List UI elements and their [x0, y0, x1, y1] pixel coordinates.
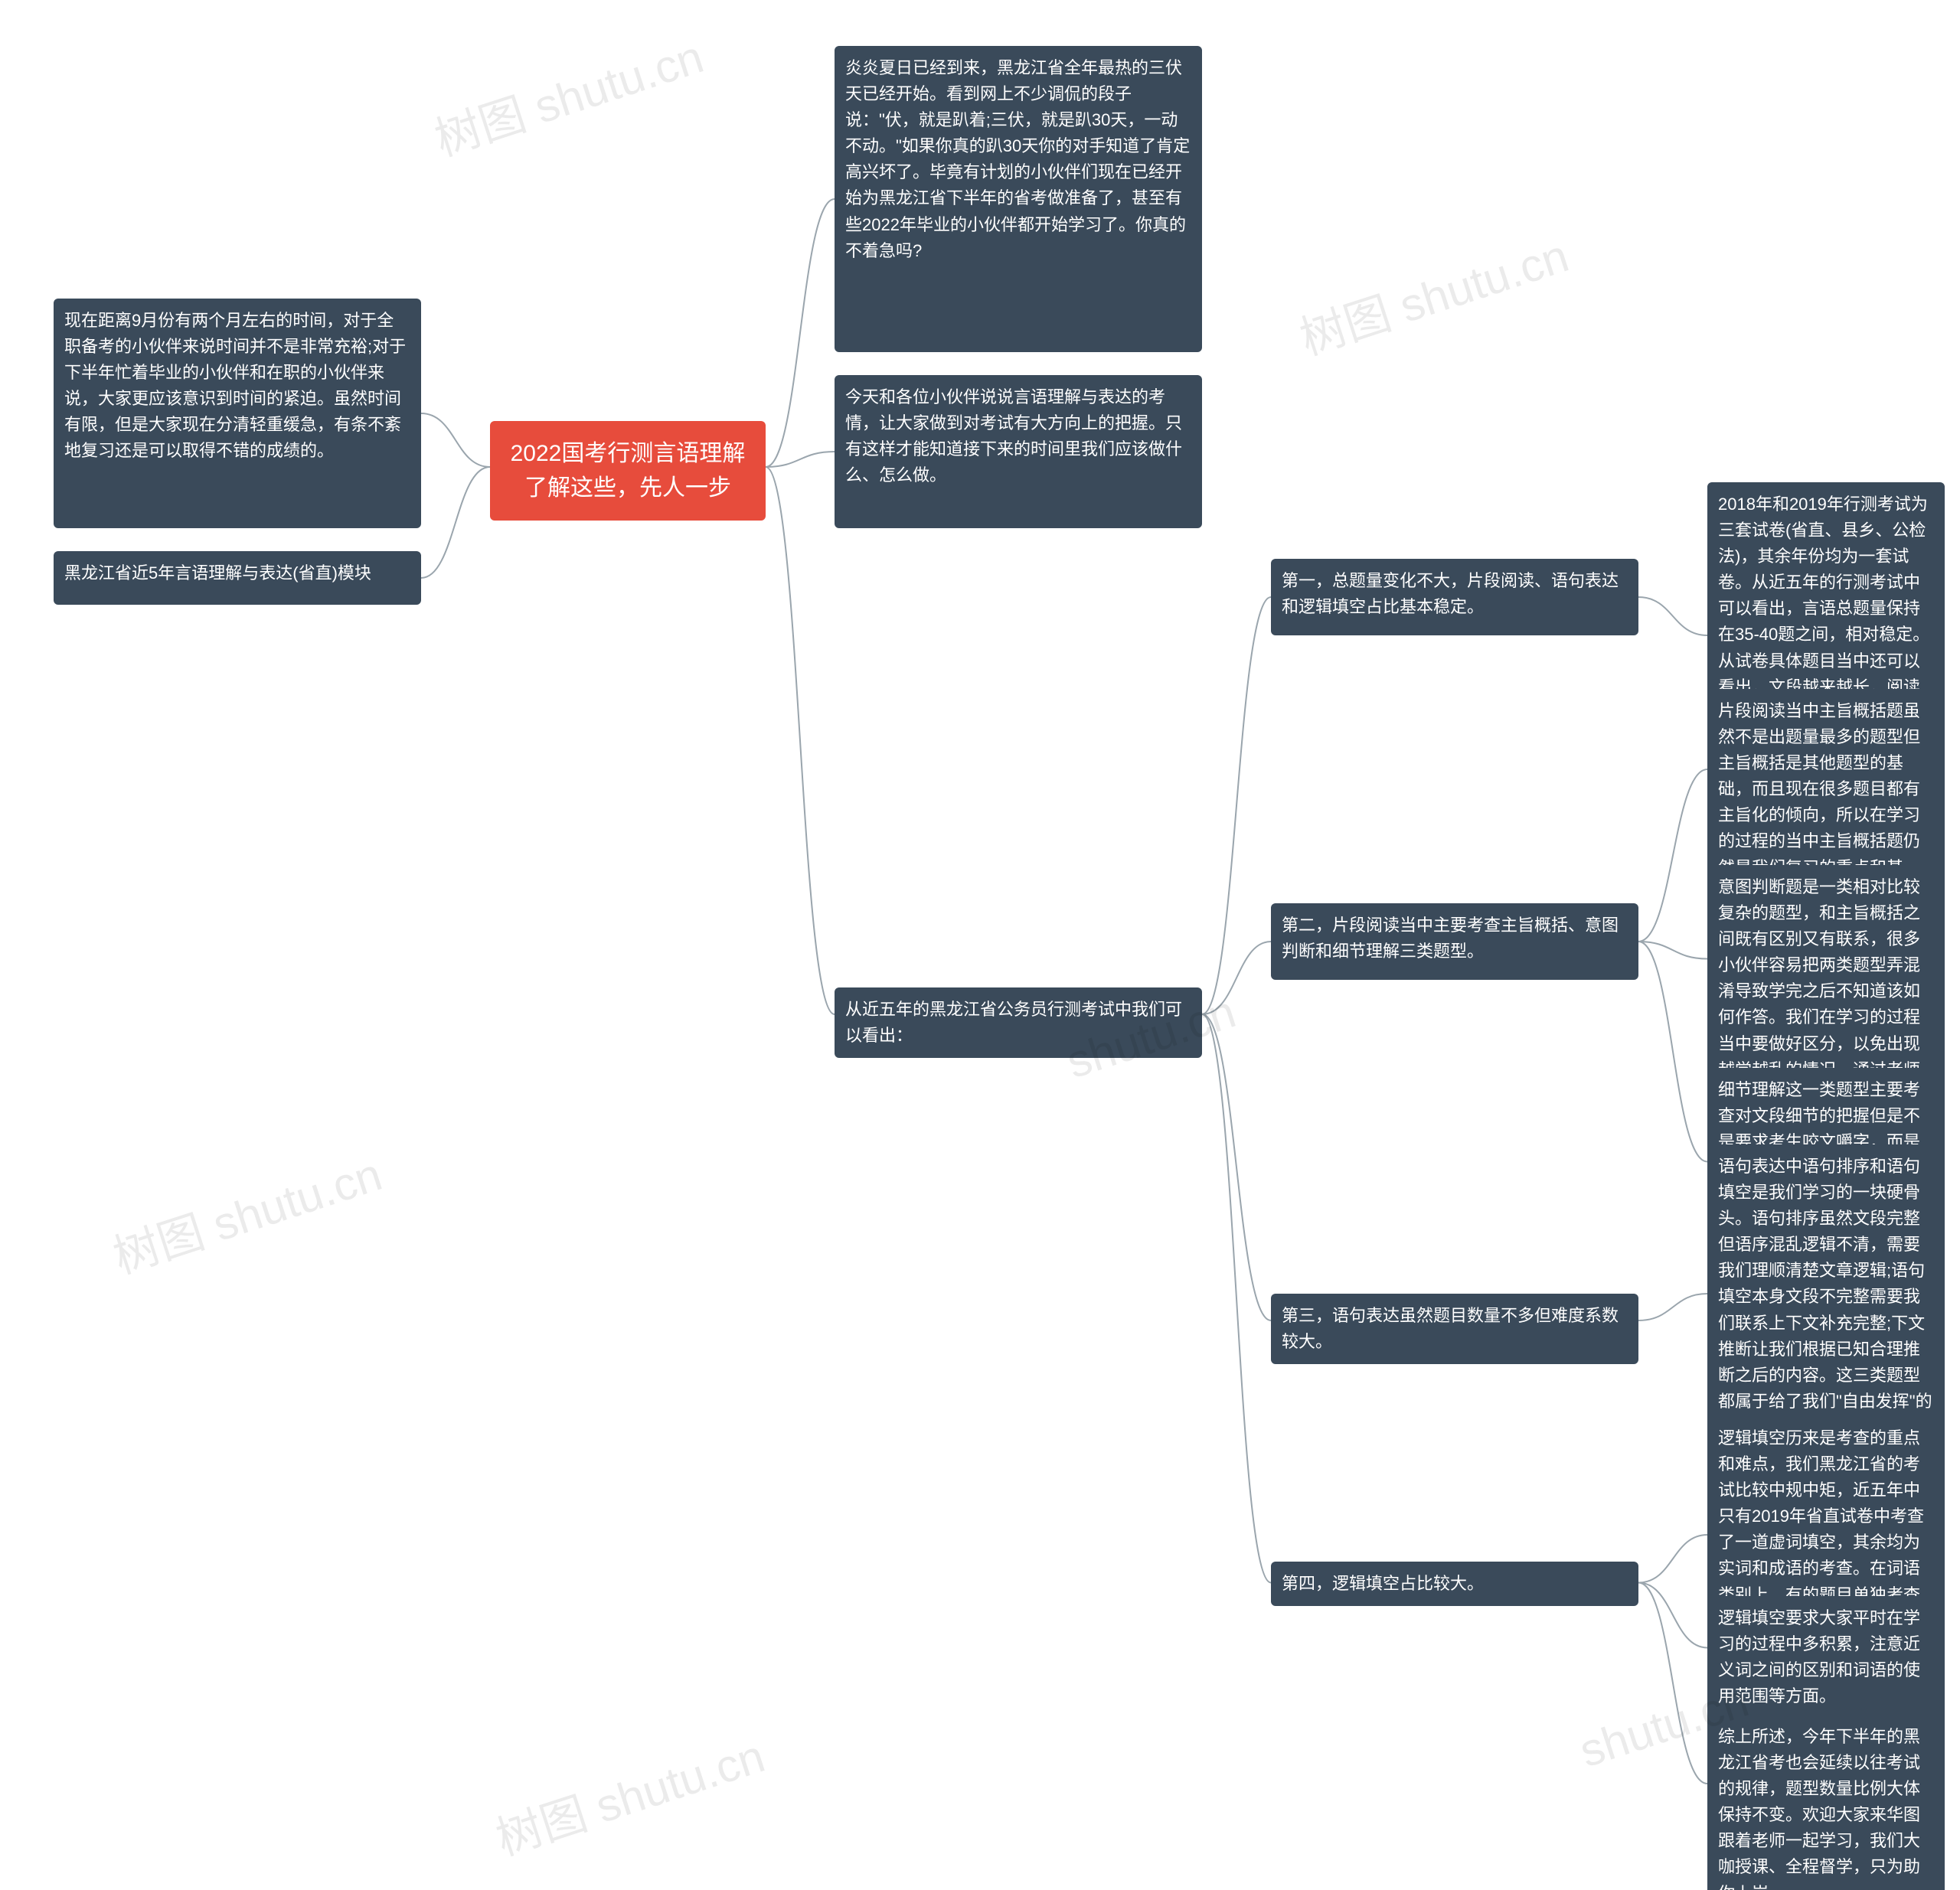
connector	[421, 467, 490, 578]
connector	[1638, 769, 1707, 942]
connector	[1638, 1583, 1707, 1648]
connector	[1638, 1535, 1707, 1583]
mindmap-node-c2: 第二，片段阅读当中主要考查主旨概括、意图判断和细节理解三类题型。	[1271, 903, 1638, 980]
connector	[766, 467, 835, 1014]
connector	[1202, 1014, 1271, 1320]
connector	[1638, 942, 1707, 959]
mindmap-node-r3: 从近五年的黑龙江省公务员行测考试中我们可以看出：	[835, 987, 1202, 1058]
connector	[1202, 1014, 1271, 1583]
connector	[421, 413, 490, 467]
mindmap-node-left2: 黑龙江省近5年言语理解与表达(省直)模块	[54, 551, 421, 605]
mindmap-node-r1: 炎炎夏日已经到来，黑龙江省全年最热的三伏天已经开始。看到网上不少调侃的段子说："…	[835, 46, 1202, 352]
mindmap-node-c3: 第三，语句表达虽然题目数量不多但难度系数较大。	[1271, 1294, 1638, 1364]
connector	[1202, 597, 1271, 1014]
connector	[766, 199, 835, 467]
watermark: 树图 shutu.cn	[103, 1138, 389, 1287]
watermark: 树图 shutu.cn	[425, 20, 710, 169]
mindmap-node-d4c: 综上所述，今年下半年的黑龙江省考也会延续以往考试的规律，题型数量比例大体保持不变…	[1707, 1715, 1945, 1890]
mindmap-node-c4: 第四，逻辑填空占比较大。	[1271, 1562, 1638, 1606]
connector	[1638, 1294, 1707, 1320]
connector	[766, 452, 835, 467]
connector	[1638, 1583, 1707, 1784]
watermark: 树图 shutu.cn	[486, 1719, 772, 1869]
connector	[1638, 942, 1707, 1162]
mindmap-node-left1: 现在距离9月份有两个月左右的时间，对于全职备考的小伙伴来说时间并不是非常充裕;对…	[54, 299, 421, 528]
connector	[1202, 942, 1271, 1014]
watermark: 树图 shutu.cn	[1290, 219, 1576, 368]
connector	[1638, 597, 1707, 635]
mindmap-node-c1: 第一，总题量变化不大，片段阅读、语句表达和逻辑填空占比基本稳定。	[1271, 559, 1638, 635]
mindmap-node-r2: 今天和各位小伙伴说说言语理解与表达的考情，让大家做到对考试有大方向上的把握。只有…	[835, 375, 1202, 528]
mindmap-node-d4b: 逻辑填空要求大家平时在学习的过程中多积累，注意近义词之间的区别和词语的使用范围等…	[1707, 1596, 1945, 1719]
mindmap-root: 2022国考行测言语理解了解这些，先人一步	[490, 421, 766, 521]
